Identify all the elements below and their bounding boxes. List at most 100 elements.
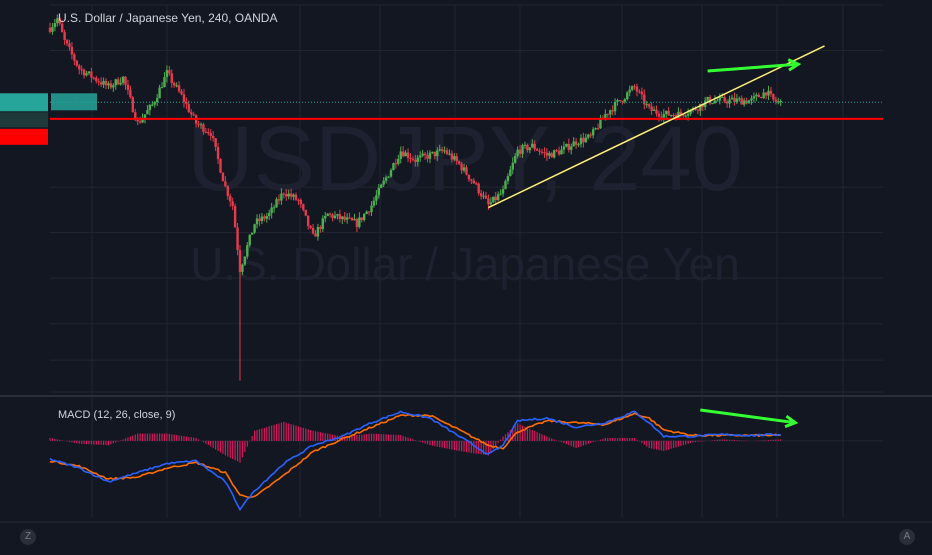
- candle-body: [723, 97, 726, 102]
- candle-body: [143, 114, 147, 119]
- a-icon[interactable]: A: [899, 529, 915, 545]
- candle-body: [482, 195, 485, 197]
- candle-body: [421, 153, 424, 156]
- candle-body: [260, 216, 264, 222]
- candle-body: [492, 196, 495, 203]
- candle-body: [655, 109, 658, 114]
- macd-arrow-head: [784, 414, 799, 429]
- candle-body: [662, 113, 665, 118]
- candle-body: [112, 85, 115, 88]
- candle-body: [292, 194, 295, 197]
- candle-body: [774, 99, 778, 102]
- candle-body: [477, 183, 480, 194]
- candle-body: [90, 71, 93, 78]
- macd-pane: [49, 408, 883, 512]
- candle-body: [496, 194, 500, 201]
- candle-body: [131, 97, 135, 113]
- candle-body: [345, 217, 349, 220]
- candle-body: [209, 133, 212, 136]
- candle-body: [696, 109, 700, 111]
- candle-body: [343, 216, 346, 220]
- candle-body: [535, 149, 539, 151]
- candle-body: [533, 143, 536, 150]
- price-tag: [0, 93, 48, 112]
- candle-body: [725, 101, 729, 104]
- candle-body: [640, 91, 644, 95]
- candle-body: [124, 76, 127, 85]
- candle-body: [58, 18, 61, 24]
- trend-line: [488, 45, 825, 209]
- candle-body: [85, 73, 88, 76]
- candle-body: [462, 167, 466, 171]
- z-icon[interactable]: Z: [20, 529, 36, 545]
- candle-body: [570, 146, 573, 150]
- candle-body: [565, 143, 568, 147]
- candle-body: [626, 92, 629, 100]
- candle-body: [609, 110, 612, 115]
- candle-body: [399, 151, 402, 159]
- candle-body: [204, 131, 208, 133]
- candle-body: [518, 149, 522, 154]
- candle-body: [735, 98, 739, 102]
- candle-body: [438, 149, 441, 151]
- candle-body: [543, 152, 546, 154]
- candle-body: [579, 137, 583, 145]
- candle-body: [238, 250, 242, 272]
- candle-body: [728, 99, 731, 104]
- candle-body: [460, 163, 463, 171]
- candle-body: [246, 245, 249, 257]
- candle-body: [560, 149, 563, 155]
- candle-body: [423, 153, 427, 156]
- candle-body: [733, 97, 736, 102]
- candle-body: [772, 93, 775, 100]
- candle-body: [224, 181, 227, 187]
- candle-body: [170, 73, 173, 83]
- candle-body: [211, 135, 215, 139]
- candle-body: [294, 194, 298, 200]
- candle-body: [689, 109, 692, 114]
- candle-body: [638, 91, 641, 93]
- candle-body: [163, 77, 166, 88]
- candle-body: [358, 217, 361, 228]
- candle-body: [333, 215, 337, 218]
- candle-body: [718, 97, 722, 101]
- candle-body: [635, 86, 639, 92]
- candle-body: [153, 102, 156, 105]
- candle-body: [177, 85, 181, 92]
- candle-body: [455, 156, 458, 162]
- candle-body: [258, 218, 261, 222]
- candle-body: [672, 114, 675, 116]
- candle-body: [304, 209, 307, 216]
- candle-body: [562, 146, 566, 150]
- candle-body: [243, 256, 247, 265]
- candle-body: [70, 47, 74, 55]
- candle-body: [511, 162, 514, 170]
- candle-body: [321, 218, 324, 229]
- candle-body: [207, 131, 210, 134]
- candle-body: [233, 205, 237, 228]
- candle-body: [694, 108, 697, 110]
- candle-body: [372, 200, 376, 206]
- candle-body: [263, 216, 266, 219]
- candle-body: [531, 143, 534, 148]
- candle-body: [414, 159, 417, 162]
- candle-body: [574, 141, 578, 145]
- candle-body: [738, 98, 741, 100]
- candle-body: [187, 104, 191, 113]
- candle-body: [487, 198, 490, 205]
- candle-body: [97, 81, 100, 83]
- candle-body: [185, 102, 188, 105]
- candle-body: [63, 32, 66, 40]
- candle-body: [752, 96, 756, 99]
- candle-body: [526, 144, 529, 151]
- candle-body: [231, 201, 234, 206]
- candle-body: [148, 104, 152, 111]
- candle-body: [528, 147, 532, 151]
- candle-body: [168, 70, 171, 74]
- candle-body: [109, 83, 113, 88]
- candle-body: [426, 155, 429, 159]
- candle-body: [611, 110, 614, 112]
- candle-body: [665, 110, 668, 114]
